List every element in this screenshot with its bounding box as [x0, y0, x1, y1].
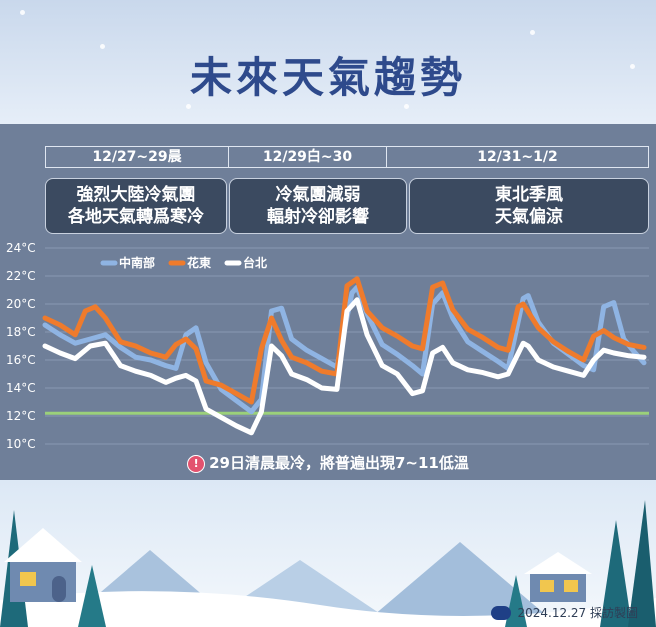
credit-line: 2024.12.27 採訪製圖 [491, 604, 638, 621]
description-line: 輻射冷卻影響 [267, 207, 369, 227]
pine-tree [600, 520, 632, 627]
house-roof [4, 528, 82, 562]
snowflake [404, 104, 409, 109]
period-description-1: 強烈大陸冷氣團 各地天氣轉爲寒冷 [45, 178, 227, 234]
grid [45, 247, 649, 445]
snowflake [20, 10, 25, 15]
snow-ground [0, 591, 656, 627]
credit-text: 2024.12.27 採訪製圖 [517, 606, 638, 620]
y-tick-label: 14°C [6, 381, 36, 395]
legend-label: 花東 [187, 255, 211, 270]
house-window [540, 580, 554, 592]
description-line: 東北季風 [495, 185, 563, 205]
period-header: 12/27~29晨 12/29白~30 12/31~1/2 [45, 146, 649, 168]
pine-tree [78, 565, 106, 627]
legend-label: 中南部 [119, 255, 155, 270]
winter-scene [0, 480, 656, 627]
period-label-2: 12/29白~30 [229, 147, 387, 167]
period-label-1: 12/27~29晨 [46, 147, 229, 167]
snowflake [530, 30, 535, 35]
legend: 中南部 花東 台北 [100, 255, 267, 270]
description-line: 強烈大陸冷氣團 [76, 185, 196, 205]
period-description-2: 冷氣團減弱 輻射冷卻影響 [229, 178, 407, 234]
note-text: 29日清晨最冷，將普遍出現7~11低溫 [209, 454, 469, 472]
page-title: 未來天氣趨勢 [189, 53, 466, 102]
period-description-3: 東北季風 天氣偏涼 [409, 178, 649, 234]
series-lines [42, 276, 647, 436]
exclamation-icon: ! [187, 454, 206, 473]
legend-label: 台北 [243, 255, 267, 270]
y-tick-label: 18°C [6, 325, 36, 339]
series-line-台北 [42, 297, 647, 436]
sky-background [0, 0, 656, 124]
snowflake [630, 64, 635, 69]
y-tick-label: 12°C [6, 409, 36, 423]
house [10, 560, 76, 602]
period-label-3: 12/31~1/2 [477, 149, 558, 165]
house-door [52, 576, 66, 602]
cold-warning-note: ! 29日清晨最冷，將普遍出現7~11低溫 [0, 452, 656, 473]
y-axis-ticks: 10°C 12°C 14°C 16°C 18°C 20°C 22°C 24°C [6, 241, 36, 451]
description-line: 各地天氣轉爲寒冷 [68, 207, 204, 227]
y-tick-label: 24°C [6, 241, 36, 255]
house-window [20, 572, 36, 586]
snowflake [100, 44, 105, 49]
y-tick-label: 16°C [6, 353, 36, 367]
snowflake [186, 104, 191, 109]
house-window [564, 580, 578, 592]
series-line-花東 [42, 276, 647, 405]
y-tick-label: 20°C [6, 297, 36, 311]
temperature-chart: 10°C 12°C 14°C 16°C 18°C 20°C 22°C 24°C 中南部 花東 台北 [6, 241, 649, 451]
pine-tree [628, 500, 656, 627]
logo-icon [491, 605, 512, 620]
y-tick-label: 10°C [6, 437, 36, 451]
description-line: 天氣偏涼 [495, 207, 563, 227]
y-tick-label: 22°C [6, 269, 36, 283]
house-roof [524, 552, 592, 574]
description-line: 冷氣團減弱 [275, 185, 361, 205]
